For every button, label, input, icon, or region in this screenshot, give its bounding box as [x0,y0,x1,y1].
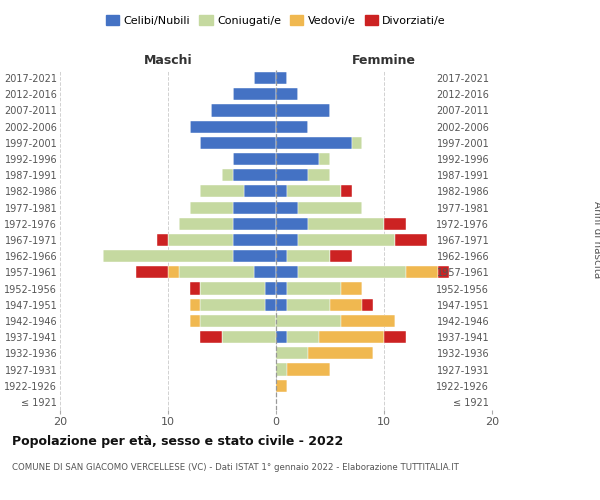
Bar [233,153,276,165]
Bar [287,331,319,343]
Text: Maschi: Maschi [143,54,193,67]
Bar [233,202,276,213]
Bar [276,266,298,278]
Bar [319,331,384,343]
Bar [103,250,233,262]
Bar [276,348,308,360]
Bar [190,315,200,327]
Bar [438,266,449,278]
Bar [276,72,287,84]
Y-axis label: Fasce di età: Fasce di età [0,207,1,273]
Bar [276,364,287,376]
Bar [308,169,330,181]
Bar [276,88,298,101]
Bar [330,298,362,311]
Bar [276,298,287,311]
Bar [298,234,395,246]
Bar [287,364,330,376]
Bar [136,266,168,278]
Bar [276,186,287,198]
Bar [200,186,244,198]
Bar [308,218,384,230]
Bar [200,137,276,149]
Bar [287,282,341,294]
Bar [190,120,276,132]
Bar [341,282,362,294]
Bar [276,169,308,181]
Bar [211,104,276,117]
Bar [200,298,265,311]
Bar [341,315,395,327]
Bar [233,218,276,230]
Bar [298,202,362,213]
Bar [384,331,406,343]
Bar [233,88,276,101]
Bar [319,153,330,165]
Bar [254,266,276,278]
Bar [233,234,276,246]
Bar [276,202,298,213]
Bar [168,234,233,246]
Bar [341,186,352,198]
Text: COMUNE DI SAN GIACOMO VERCELLESE (VC) - Dati ISTAT 1° gennaio 2022 - Elaborazion: COMUNE DI SAN GIACOMO VERCELLESE (VC) - … [12,462,459,471]
Bar [276,137,352,149]
Bar [276,250,287,262]
Bar [265,298,276,311]
Bar [200,331,222,343]
Bar [244,186,276,198]
Bar [222,331,276,343]
Bar [276,120,308,132]
Bar [287,250,330,262]
Bar [168,266,179,278]
Bar [330,250,352,262]
Bar [298,266,406,278]
Bar [190,282,200,294]
Bar [233,169,276,181]
Bar [384,218,406,230]
Bar [287,186,341,198]
Bar [200,282,265,294]
Legend: Celibi/Nubili, Coniugati/e, Vedovi/e, Divorziati/e: Celibi/Nubili, Coniugati/e, Vedovi/e, Di… [101,10,451,30]
Bar [276,315,341,327]
Bar [276,234,298,246]
Bar [190,298,200,311]
Bar [265,282,276,294]
Bar [222,169,233,181]
Bar [276,331,287,343]
Bar [308,348,373,360]
Bar [254,72,276,84]
Bar [395,234,427,246]
Bar [276,153,319,165]
Bar [406,266,438,278]
Bar [179,266,254,278]
Bar [179,218,233,230]
Bar [276,104,330,117]
Bar [276,282,287,294]
Bar [352,137,362,149]
Text: Popolazione per età, sesso e stato civile - 2022: Popolazione per età, sesso e stato civil… [12,435,343,448]
Bar [276,380,287,392]
Bar [157,234,168,246]
Bar [200,315,276,327]
Bar [190,202,233,213]
Bar [362,298,373,311]
Bar [233,250,276,262]
Text: Anni di nascita: Anni di nascita [592,202,600,278]
Bar [287,298,330,311]
Text: Femmine: Femmine [352,54,416,67]
Bar [276,218,308,230]
